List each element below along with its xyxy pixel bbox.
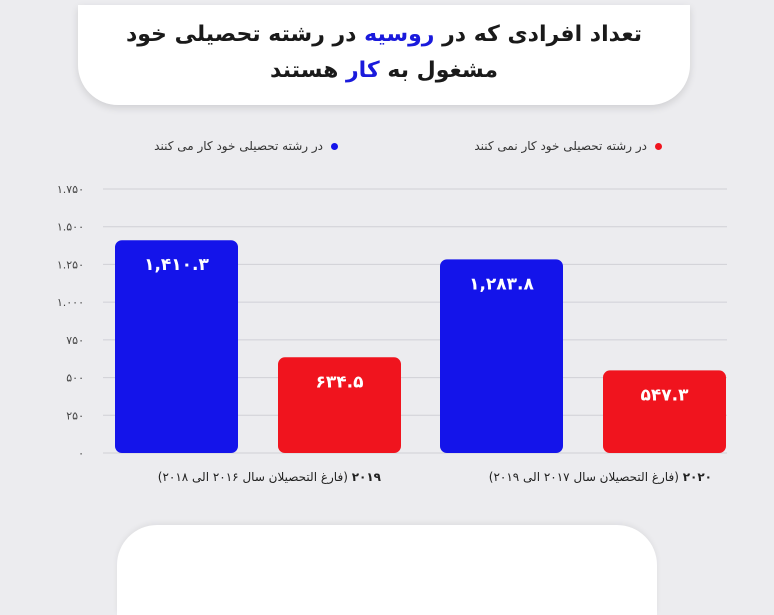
bar — [115, 240, 238, 453]
data-label: ۶۳۴.۵ — [316, 372, 364, 392]
chart-title-line-1: تعداد افرادی که در روسیه در رشته تحصیلی … — [125, 22, 643, 47]
y-tick-label: ۵۰۰ — [66, 372, 84, 385]
data-label: ۱,۲۸۳.۸ — [469, 274, 534, 294]
y-tick-label: ۱.۰۰۰ — [57, 296, 84, 309]
data-label: ۱,۴۱۰.۳ — [144, 255, 209, 275]
bar-chart: ۰ ۲۵۰ ۵۰۰ ۷۵۰ ۱.۰۰۰ ۱.۲۵۰ ۱.۵۰۰ ۱.۷۵۰ ۱,۴۱۰.۳ ۶۳۴… — [57, 183, 727, 460]
legend-entry-blue: در رشته تحصیلی خود کار می کنند — [154, 136, 338, 156]
legend-label-blue: در رشته تحصیلی خود کار می کنند — [154, 139, 323, 153]
y-tick-label: ۲۵۰ — [66, 409, 84, 422]
y-tick-label: ۱.۲۵۰ — [57, 258, 84, 271]
bar — [440, 259, 563, 453]
y-tick-label: ۱.۷۵۰ — [57, 183, 84, 196]
title-highlight-russia: روسیه — [364, 22, 435, 47]
bar — [603, 370, 726, 453]
title-highlight-work: کار — [346, 58, 380, 83]
category-label-2020: ۲۰۲۰ (فارغ التحصیلان سال ۲۰۱۷ الی ۲۰۱۹) — [488, 470, 712, 484]
data-label: ۵۴۷.۳ — [641, 385, 690, 405]
bottom-card — [117, 525, 657, 615]
title-card: تعداد افرادی که در روسیه در رشته تحصیلی … — [78, 5, 690, 105]
legend-dot-blue — [331, 142, 338, 150]
y-tick-label: ۱.۵۰۰ — [57, 221, 84, 234]
bar — [278, 357, 401, 453]
legend-dot-red — [655, 142, 662, 150]
legend-label-red: در رشته تحصیلی خود کار نمی کنند — [474, 139, 647, 153]
legend-entry-red: در رشته تحصیلی خود کار نمی کنند — [474, 136, 662, 156]
category-label-2019: ۲۰۱۹ (فارغ التحصیلان سال ۲۰۱۶ الی ۲۰۱۸) — [157, 470, 381, 484]
y-tick-label: ۰ — [78, 447, 84, 460]
chart-title-line-2: مشغول به کار هستند — [270, 58, 498, 83]
y-tick-label: ۷۵۰ — [66, 334, 84, 347]
